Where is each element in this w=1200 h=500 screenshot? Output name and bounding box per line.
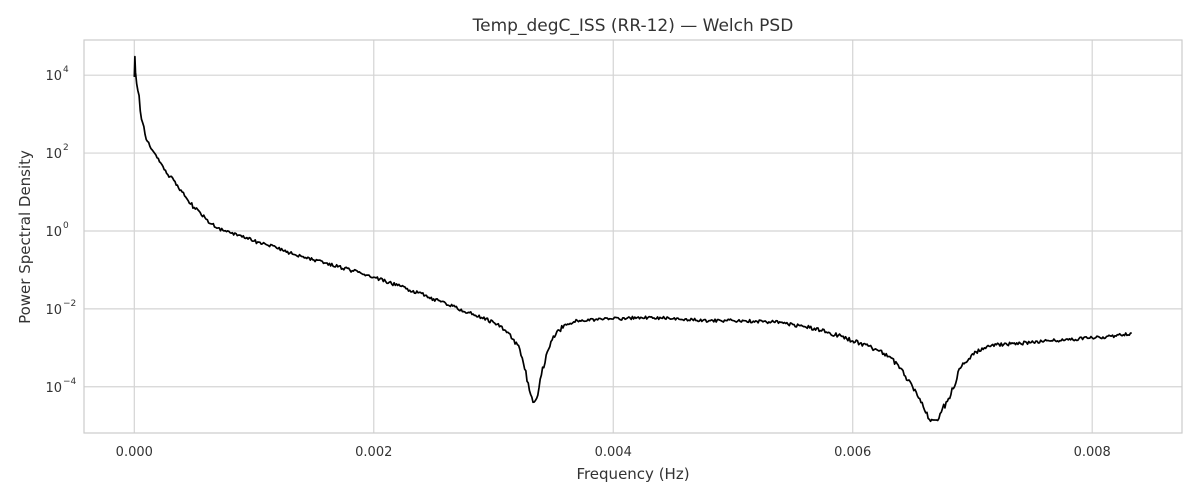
x-tick-labels: 0.000 0.002 0.004 0.006 0.008 xyxy=(116,445,1111,460)
y-tick-base: 10 xyxy=(45,147,62,162)
y-tick-label: 10 −4 xyxy=(45,377,76,396)
x-tick-label: 0.008 xyxy=(1074,445,1111,460)
y-tick-base: 10 xyxy=(45,69,62,84)
plot-frame xyxy=(83,39,1183,434)
y-tick-exponent: −4 xyxy=(63,377,77,387)
y-tick-label: 10 2 xyxy=(45,143,68,162)
y-tick-base: 10 xyxy=(45,303,62,318)
y-tick-label: 10 0 xyxy=(45,221,69,240)
y-tick-exponent: 4 xyxy=(63,65,69,75)
x-tick-label: 0.002 xyxy=(355,445,392,460)
psd-series-line xyxy=(133,55,1132,423)
y-tick-label: 10 −2 xyxy=(45,299,76,318)
y-tick-exponent: 2 xyxy=(63,143,69,153)
y-tick-base: 10 xyxy=(45,381,62,396)
x-axis-label: Frequency (Hz) xyxy=(576,465,689,483)
grid-lines xyxy=(84,40,1182,433)
y-tick-exponent: 0 xyxy=(63,221,69,231)
y-tick-base: 10 xyxy=(45,225,62,240)
x-tick-label: 0.004 xyxy=(595,445,632,460)
x-tick-label: 0.000 xyxy=(116,445,153,460)
y-tick-exponent: −2 xyxy=(63,299,76,309)
y-tick-label: 10 4 xyxy=(45,65,69,84)
y-axis-label: Power Spectral Density xyxy=(16,150,34,324)
chart-title: Temp_degC_ISS (RR-12) — Welch PSD xyxy=(472,16,794,36)
x-tick-label: 0.006 xyxy=(834,445,871,460)
